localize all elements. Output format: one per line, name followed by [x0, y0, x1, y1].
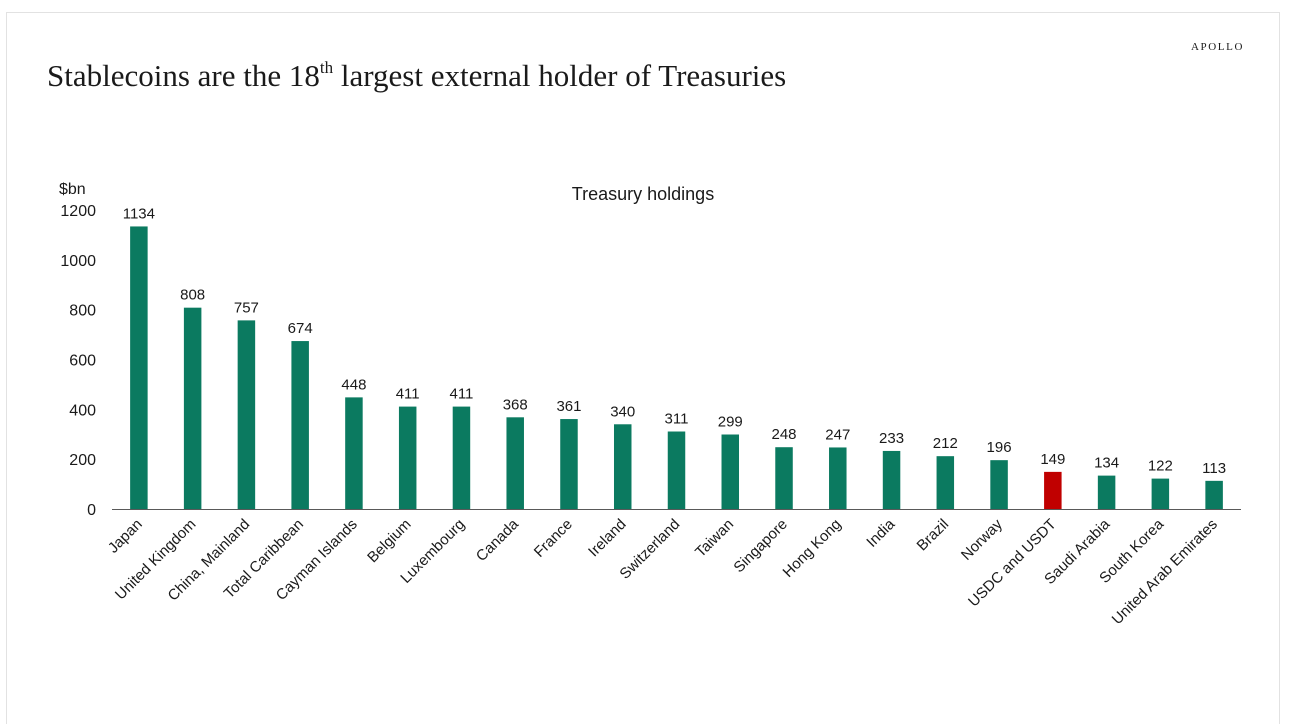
bar-south-korea: [1151, 478, 1170, 509]
bar-belgium: [398, 406, 417, 509]
bar-value-label: 113: [1202, 460, 1226, 477]
data-labels: 1134 808 757 674 448 411 411 368 361 340 311 299 248…: [123, 205, 1226, 476]
bar-value-label: 448: [341, 376, 366, 393]
x-tick-label: Canada: [473, 515, 523, 565]
bar-value-label: 233: [879, 430, 904, 447]
bar-switzerland: [667, 431, 686, 509]
y-tick-label: 200: [69, 452, 96, 469]
chart-title: Treasury holdings: [572, 184, 714, 204]
bar-japan: [130, 226, 148, 509]
bar-value-label: 411: [449, 386, 473, 403]
bar-value-label: 134: [1094, 455, 1119, 472]
bar-value-label: 248: [772, 426, 797, 443]
bar-taiwan: [721, 434, 740, 509]
x-tick-label: India: [863, 515, 898, 550]
bar-luxembourg: [452, 406, 471, 509]
x-tick-label: Taiwan: [692, 516, 737, 561]
bars: [130, 226, 1223, 509]
bar-value-label: 196: [987, 439, 1012, 456]
y-tick-label: 800: [69, 303, 96, 320]
bar-total-caribbean: [291, 341, 309, 509]
y-axis-label: $bn: [59, 181, 86, 198]
bar-value-label: 340: [610, 403, 635, 420]
bar-india: [882, 450, 901, 509]
y-tick-label: 400: [69, 402, 96, 419]
bar-value-label: 1134: [123, 205, 155, 222]
y-tick-label: 600: [69, 353, 96, 370]
y-tick-label: 1000: [60, 253, 96, 270]
bar-value-label: 368: [503, 396, 528, 413]
y-axis: 0 200 400 600 800 1000 1200: [60, 203, 96, 519]
y-tick-label: 1200: [60, 203, 96, 220]
bar-brazil: [936, 456, 955, 509]
bar-cayman-islands: [345, 397, 363, 509]
bar-value-label: 311: [665, 411, 689, 428]
x-tick-label: France: [531, 516, 576, 561]
title-text-end: largest external holder of Treasuries: [333, 58, 787, 93]
x-tick-label: Ireland: [585, 516, 629, 560]
bar-value-label: 299: [718, 413, 743, 430]
bar-value-label: 674: [288, 320, 313, 337]
x-tick-label: Japan: [105, 516, 146, 557]
chart-frame: [6, 12, 1280, 724]
x-tick-label: Brazil: [914, 516, 953, 555]
bar-value-label: 361: [556, 398, 581, 415]
bar-value-label: 149: [1040, 451, 1065, 468]
bar-value-label: 122: [1148, 458, 1173, 475]
bar-value-label: 212: [933, 435, 958, 452]
page-title: Stablecoins are the 18th largest externa…: [47, 58, 786, 94]
bar-value-label: 757: [234, 299, 259, 316]
bar-usdc-and-usdt: [1044, 471, 1062, 509]
bar-ireland: [613, 424, 632, 509]
x-tick-label: United Arab Emirates: [1109, 516, 1221, 628]
y-tick-label: 0: [87, 502, 96, 519]
bar-saudi-arabia: [1097, 475, 1116, 509]
title-superscript: th: [319, 58, 334, 77]
bar-hong-kong: [829, 447, 847, 509]
bar-china-mainland: [237, 320, 256, 509]
bar-value-label: 247: [825, 426, 850, 443]
bar-value-label: 808: [180, 287, 205, 304]
bar-singapore: [775, 447, 793, 509]
title-text: Stablecoins are the 18: [47, 58, 320, 93]
bar-france: [560, 419, 578, 509]
brand-logo: APOLLO: [1191, 41, 1244, 53]
bar-canada: [506, 417, 524, 509]
x-tick-label: Norway: [958, 515, 1006, 563]
x-tick-label: Hong Kong: [780, 516, 845, 581]
bar-united-arab-emirates: [1205, 480, 1223, 509]
bar-norway: [990, 460, 1008, 509]
x-tick-label: Belgium: [364, 516, 414, 566]
bar-value-label: 411: [396, 386, 420, 403]
bar-united-kingdom: [183, 307, 202, 509]
